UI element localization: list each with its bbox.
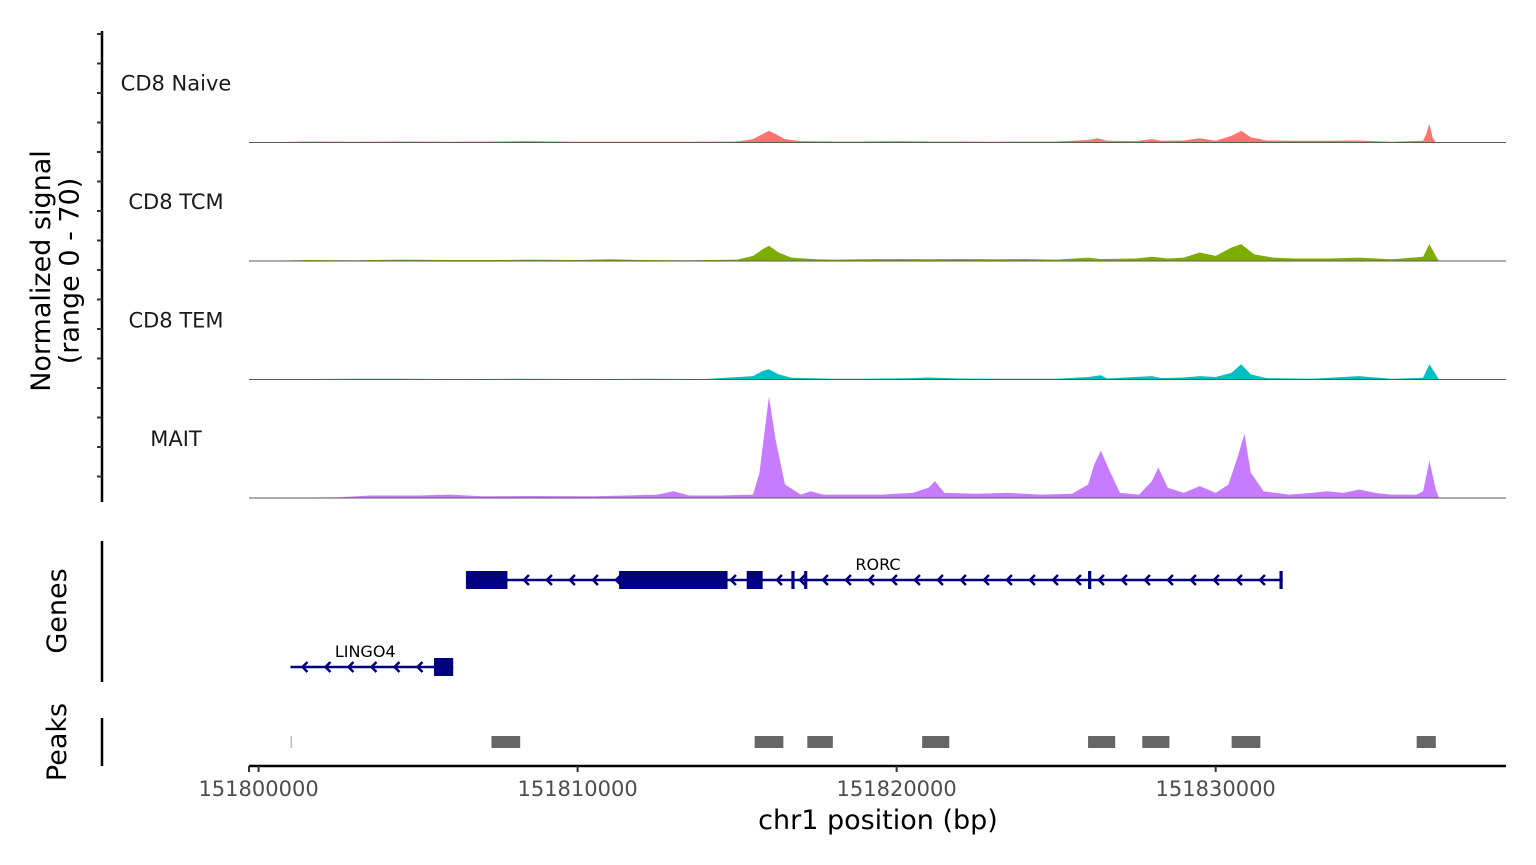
coverage-area-mait <box>258 396 1440 498</box>
strand-arrow <box>1166 574 1174 586</box>
strand-arrow <box>346 661 355 673</box>
strand-arrow <box>1189 574 1197 586</box>
strand-arrow <box>890 574 898 586</box>
strand-arrow <box>369 661 378 673</box>
gene-label-lingo4: LINGO4 <box>335 642 396 661</box>
strand-arrow <box>913 574 921 586</box>
gene-exon <box>619 571 728 589</box>
strand-arrow <box>1120 574 1128 586</box>
peak-region <box>290 736 293 748</box>
strand-arrow <box>1074 574 1082 586</box>
track-labels: CD8 Naive CD8 TCM CD8 TEM MAIT <box>121 72 232 452</box>
peak-region <box>1231 736 1261 748</box>
strand-arrow <box>936 574 944 586</box>
peaks-panel <box>290 736 1436 748</box>
track-label: CD8 TEM <box>128 309 223 333</box>
peak-region <box>1142 736 1170 748</box>
strand-arrow <box>568 574 576 586</box>
gene-exon <box>434 658 454 676</box>
peak-region <box>491 736 521 748</box>
strand-arrow <box>323 661 332 673</box>
strand-arrow <box>1212 574 1220 586</box>
x-tick-label: 151800000 <box>198 777 318 801</box>
axes: 151800000 151810000 151820000 151830000 <box>97 31 1506 801</box>
peak-region <box>807 736 833 748</box>
gene-exon <box>465 571 508 589</box>
peak-region <box>1416 736 1436 748</box>
strand-arrow <box>1235 574 1243 586</box>
strand-arrow <box>1051 574 1059 586</box>
strand-arrow <box>545 574 553 586</box>
gene-exon <box>1088 571 1092 589</box>
x-tick-label: 151820000 <box>837 777 957 801</box>
strand-arrow <box>522 574 530 586</box>
coverage-area-cd8-naive <box>258 123 1436 143</box>
strand-arrow <box>867 574 875 586</box>
gene-label-rorc: RORC <box>855 555 900 574</box>
track-label: MAIT <box>150 427 202 451</box>
strand-arrow <box>1143 574 1151 586</box>
strand-arrow <box>1097 574 1105 586</box>
strand-arrow <box>982 574 990 586</box>
gene-exon <box>1279 571 1283 589</box>
strand-arrow <box>959 574 967 586</box>
coverage-area-cd8-tcm <box>258 244 1440 261</box>
gene-exon <box>804 571 808 589</box>
x-tick-label: 151830000 <box>1156 777 1276 801</box>
strand-arrow <box>775 574 783 586</box>
strand-arrow <box>300 661 309 673</box>
strand-arrow <box>415 661 424 673</box>
coverage-panel <box>249 123 1506 499</box>
strand-arrow <box>591 574 599 586</box>
strand-arrow <box>844 574 852 586</box>
genes-y-axis-title: Genes <box>42 568 73 653</box>
gene-exon <box>746 571 763 589</box>
strand-arrow <box>392 661 401 673</box>
peak-region <box>922 736 950 748</box>
x-tick-label: 151810000 <box>517 777 637 801</box>
coverage-y-axis-title: Normalized signal(range 0 - 70) <box>26 150 85 392</box>
coverage-area-cd8-tem <box>258 364 1440 380</box>
gene-exon <box>791 571 795 589</box>
genes-panel: RORC LINGO4 <box>290 555 1283 676</box>
x-axis-title: chr1 position (bp) <box>758 805 998 836</box>
strand-arrow <box>798 574 806 586</box>
peak-region <box>1088 736 1116 748</box>
track-label: CD8 Naive <box>121 72 232 96</box>
strand-arrow <box>821 574 829 586</box>
strand-arrow <box>1028 574 1036 586</box>
strand-arrow <box>1258 574 1266 586</box>
strand-arrow <box>1005 574 1013 586</box>
peaks-y-axis-title: Peaks <box>42 703 73 781</box>
track-label: CD8 TCM <box>128 190 223 214</box>
peak-region <box>754 736 784 748</box>
strand-arrow <box>729 574 737 586</box>
